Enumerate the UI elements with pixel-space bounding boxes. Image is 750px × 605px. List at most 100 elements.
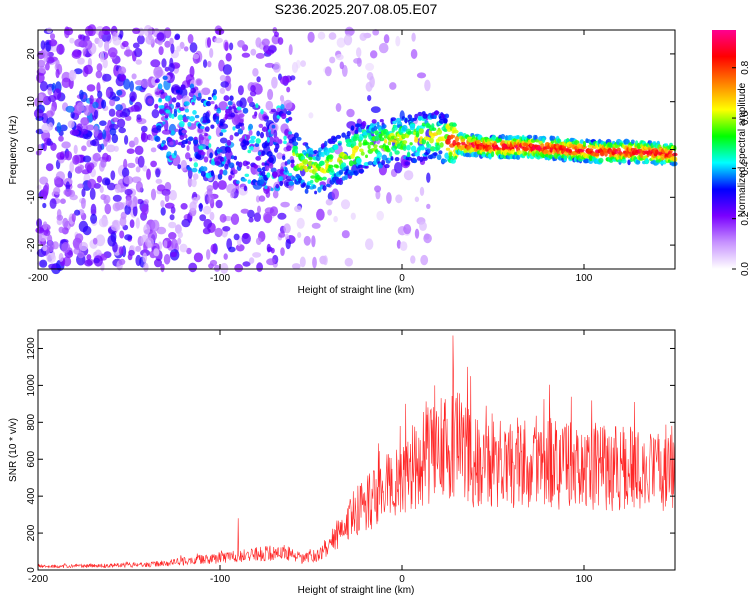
spectrogram-blob <box>69 37 75 44</box>
spectrogram-blob <box>175 224 182 234</box>
spectrogram-blob <box>336 37 346 48</box>
spectrogram-ridge-blob <box>351 140 357 147</box>
spectrogram-blob <box>135 181 143 193</box>
spectrogram-blob <box>296 217 305 229</box>
spectrogram-ridge-blob <box>261 150 266 156</box>
spectrogram-ridge-blob <box>436 129 443 135</box>
spectrogram-blob <box>151 219 160 232</box>
spectrogram-ridge-blob <box>187 167 192 171</box>
spectrogram-ridge-blob <box>663 143 669 147</box>
spectrogram-blob <box>61 141 71 149</box>
spectrogram-ridge-blob <box>402 145 407 151</box>
spectrogram-blob <box>74 209 81 216</box>
spectrogram-blob <box>343 34 353 46</box>
spectrogram-ridge-blob <box>376 121 380 127</box>
spectrogram-ridge-blob <box>266 136 270 143</box>
spectrogram-ridge-blob <box>324 140 328 147</box>
spectrogram-blob <box>56 214 64 221</box>
spectrogram-ridge-blob <box>421 122 426 127</box>
spectrogram-ridge-blob <box>516 135 520 140</box>
spectrogram-ridge-blob <box>187 140 191 145</box>
spectrogram-ridge-blob <box>379 119 384 123</box>
spectrogram-blob <box>141 131 146 141</box>
spectrogram-blob <box>161 129 172 135</box>
spectrogram-ridge-blob <box>288 131 293 135</box>
snr-x-label: Height of straight line (km) <box>298 585 415 596</box>
spectrogram-ridge-blob <box>255 103 259 109</box>
spectrogram-ridge-blob <box>452 122 457 126</box>
spectrogram-blob <box>335 103 342 112</box>
spectrogram-ridge-blob <box>454 155 458 160</box>
spectrogram-blob <box>237 85 244 96</box>
spectrogram-blob <box>220 81 229 88</box>
spectrogram-ridge-blob <box>346 130 351 137</box>
spectrogram-ridge-blob <box>431 127 437 131</box>
spectrogram-blob <box>186 247 192 255</box>
spectrogram-blob <box>70 111 75 119</box>
spectrogram-ridge-blob <box>268 157 274 163</box>
spectrogram-blob <box>109 98 116 107</box>
spectrogram-blob <box>149 135 155 142</box>
spectrogram-ridge-blob <box>204 126 210 132</box>
spectrogram-blob <box>183 46 189 52</box>
spectrogram-ridge-blob <box>344 174 348 181</box>
spectrogram-ridge-blob <box>307 166 312 170</box>
spectrogram-ridge-blob <box>350 125 355 131</box>
spectrogram-blob <box>277 212 287 220</box>
spectrogram-blob <box>107 47 118 58</box>
spectrogram-ridge-blob <box>229 95 234 101</box>
spectrogram-blob <box>365 81 373 92</box>
spectrogram-ridge-blob <box>245 134 251 140</box>
spectrogram-blob <box>367 95 372 102</box>
spectrogram-blob <box>214 37 223 44</box>
spectrogram-ridge-blob <box>296 163 300 169</box>
spectrogram-ridge-blob <box>436 142 440 146</box>
spectrogram-blob <box>119 230 125 239</box>
spectrogram-ridge-blob <box>417 115 423 121</box>
spectrogram-blob <box>69 129 80 136</box>
spectrogram-blob <box>230 213 240 225</box>
spectrogram-blob <box>255 37 262 48</box>
spectrogram-ridge-blob <box>203 156 209 163</box>
spectrogram-blob <box>93 109 99 120</box>
spectrogram-blob <box>300 60 306 67</box>
spectrogram-blob <box>65 105 75 113</box>
spectrogram-blob <box>345 27 355 36</box>
spectrogram-ridge-blob <box>261 126 268 132</box>
spectrogram-blob <box>307 80 312 86</box>
spectrogram-ridge-blob <box>232 126 236 131</box>
spectrogram-ridge-blob <box>193 162 198 168</box>
spectrogram-ridge-blob <box>478 134 482 139</box>
spectrogram-ridge-blob <box>256 130 261 137</box>
spectrogram-ridge-blob <box>281 113 287 120</box>
spectrogram-ridge-blob <box>394 157 400 162</box>
spectrogram-ridge-blob <box>332 136 338 143</box>
spectrogram-blob <box>291 61 299 74</box>
spectrogram-ridge-blob <box>228 162 235 169</box>
spectrogram-y-ticks: -20 -10 0 10 20 <box>26 48 675 252</box>
spectrogram-ridge-blob <box>165 109 171 114</box>
spectrogram-ridge-blob <box>291 136 297 143</box>
spectrogram-blob <box>44 182 50 192</box>
spectrogram-blob <box>79 241 88 252</box>
spectrogram-ridge-blob <box>382 124 387 129</box>
spectrogram-blob <box>340 199 351 210</box>
spectrogram-blob <box>426 203 431 209</box>
spectrogram-blob <box>370 106 381 113</box>
spectrogram-blob <box>45 163 54 172</box>
spectrogram-ridge-blob <box>258 151 261 156</box>
spectrogram-blob <box>177 231 183 239</box>
spectrogram-ridge-blob <box>376 151 382 158</box>
spectrogram-ridge-blob <box>162 145 168 151</box>
spectrogram-blob <box>145 35 155 45</box>
snr-frame <box>37 329 676 571</box>
spectrogram-ridge-blob <box>177 114 184 121</box>
spectrogram-blob <box>353 58 362 64</box>
spectrogram-blob <box>325 198 333 206</box>
spectrogram-ridge-blob <box>304 188 309 194</box>
spectrogram-blob <box>214 227 223 238</box>
spectrogram-ridge-blob <box>321 151 325 158</box>
spectrogram-blob <box>50 142 57 151</box>
spectrogram-blob <box>99 51 105 63</box>
